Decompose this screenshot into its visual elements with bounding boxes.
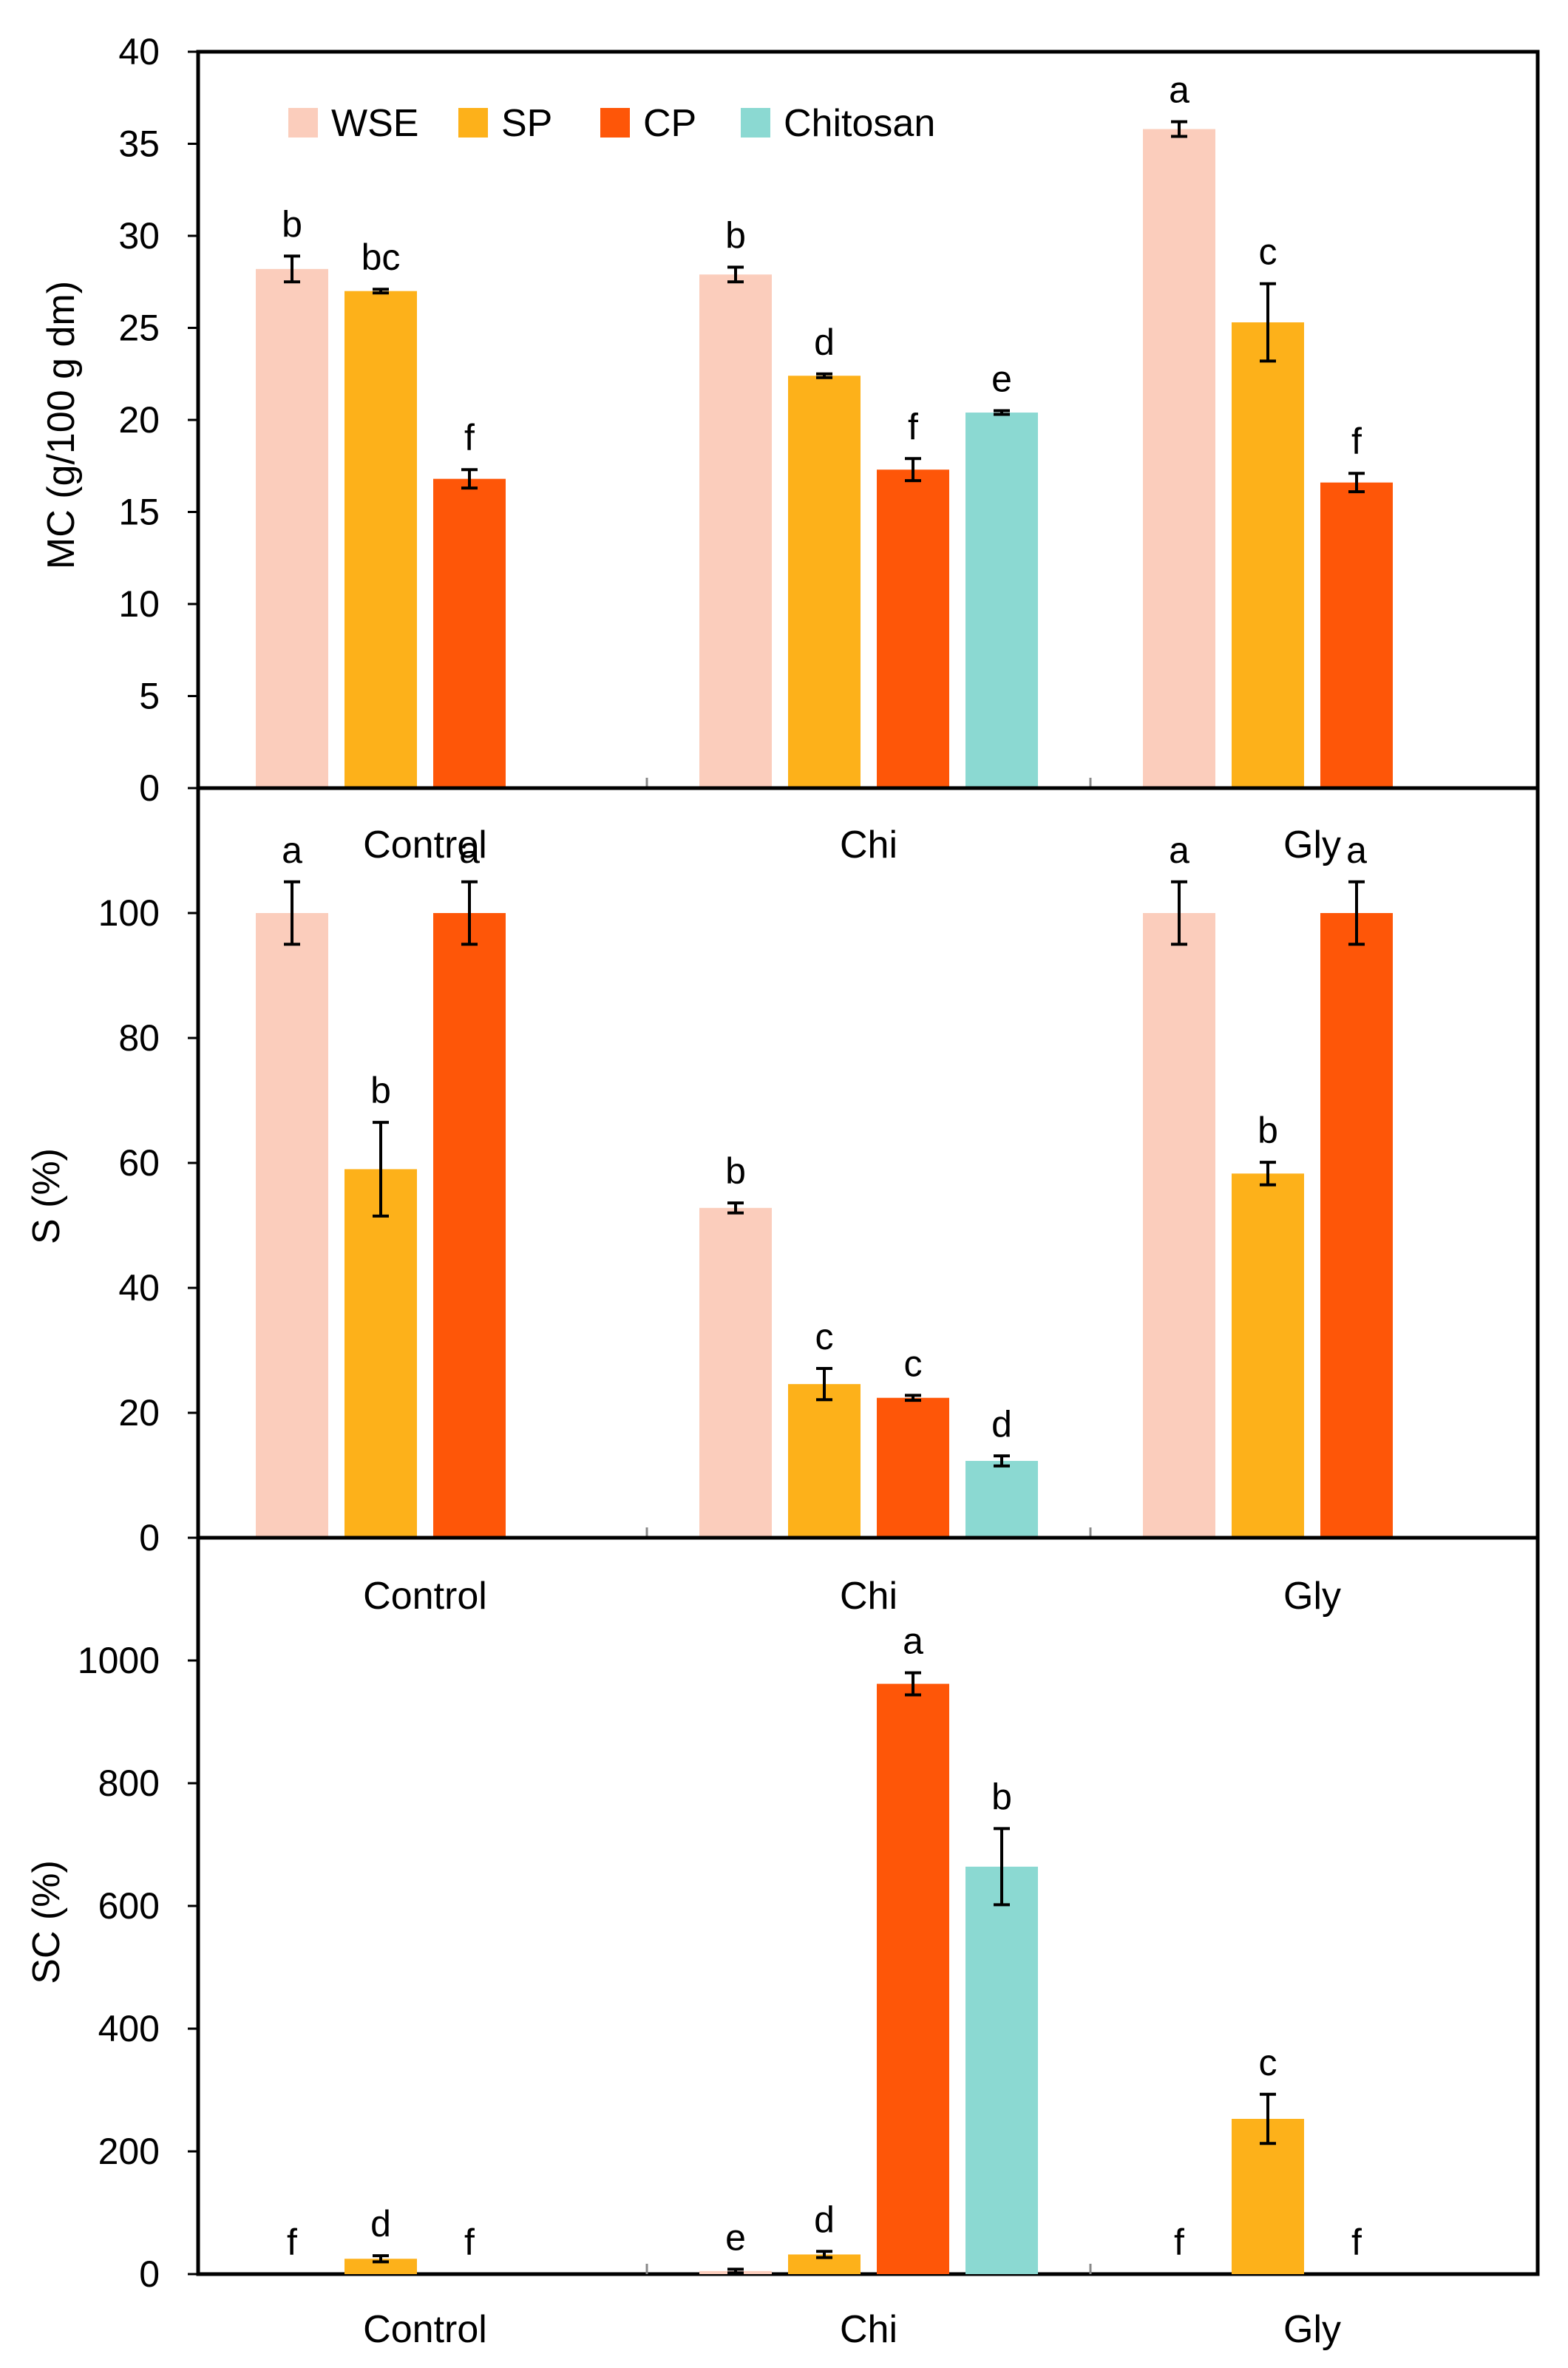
- significance-label: d: [814, 322, 835, 363]
- significance-label: a: [1169, 830, 1189, 871]
- y-tick-label: 5: [139, 676, 160, 717]
- bar-cp-control: [433, 913, 506, 1538]
- category-label: Gly: [1283, 1575, 1341, 1618]
- category-label: Gly: [1283, 824, 1341, 866]
- category-label: Chi: [840, 2308, 897, 2351]
- significance-label: b: [725, 1150, 746, 1192]
- significance-label: f: [1174, 2222, 1184, 2263]
- significance-label: b: [991, 1776, 1012, 1817]
- significance-label: a: [282, 830, 302, 871]
- y-tick-label: 35: [118, 123, 160, 165]
- y-axis-label: S (%): [25, 1148, 68, 1244]
- y-tick-label: 40: [118, 1267, 160, 1309]
- y-tick-label: 600: [98, 1885, 160, 1927]
- significance-label: f: [464, 2222, 475, 2263]
- y-tick-label: 1000: [78, 1640, 160, 1681]
- significance-label: f: [1351, 421, 1362, 462]
- category-label: Chi: [840, 1575, 897, 1618]
- bar-sp-control: [345, 291, 417, 788]
- y-tick-label: 100: [98, 892, 160, 934]
- y-tick-label: 20: [118, 1392, 160, 1434]
- legend-swatch-cp: [600, 108, 630, 138]
- bar-sp-chi: [788, 376, 861, 788]
- y-tick-label: 200: [98, 2131, 160, 2172]
- category-label: Control: [363, 1575, 487, 1618]
- y-axis-label: MC (g/100 g dm): [40, 281, 83, 569]
- significance-label: e: [725, 2216, 746, 2258]
- category-label: Control: [363, 2308, 487, 2351]
- significance-label: f: [908, 406, 918, 447]
- legend-swatch-chitosan: [741, 108, 770, 138]
- bar-wse-chi: [699, 1207, 772, 1538]
- legend-label-cp: CP: [643, 102, 696, 145]
- panel-s: a b a b c b a c a d 0 20 40 60 80 100 Control Chi Gly S (%…: [25, 786, 1540, 1618]
- bar-sp-gly: [1232, 322, 1304, 788]
- significance-label: f: [287, 2222, 297, 2263]
- bar-wse-control: [256, 268, 328, 788]
- y-tick-label: 0: [139, 767, 160, 809]
- significance-label: c: [1259, 2042, 1277, 2083]
- bar-chitosan-chi: [965, 413, 1038, 788]
- significance-label: a: [1169, 69, 1189, 111]
- y-tick-label: 30: [118, 215, 160, 257]
- y-tick-label: 0: [139, 1517, 160, 1558]
- legend-label-chitosan: Chitosan: [784, 102, 935, 145]
- significance-label: d: [814, 2199, 835, 2240]
- bar-cp-chi: [877, 1683, 949, 2274]
- bar-wse-chi: [699, 274, 772, 788]
- panel-mc: b b a bc d c f f f e 0 5 10 15 20 25 30 35 40 Control Chi Gly…: [40, 31, 1540, 866]
- legend-label-wse: WSE: [331, 102, 418, 145]
- bar-chitosan-chi: [965, 1461, 1038, 1538]
- significance-label: c: [815, 1316, 834, 1357]
- category-label: Control: [363, 824, 487, 866]
- significance-label: bc: [362, 237, 401, 278]
- y-tick-label: 40: [118, 31, 160, 72]
- significance-label: c: [904, 1343, 923, 1384]
- significance-label: b: [370, 1070, 391, 1111]
- significance-label: e: [991, 359, 1012, 400]
- y-tick-label: 80: [118, 1017, 160, 1059]
- significance-label: b: [1258, 1110, 1278, 1151]
- bar-sp-gly: [1232, 1173, 1304, 1538]
- significance-label: b: [282, 203, 302, 245]
- y-tick-label: 800: [98, 1763, 160, 1804]
- significance-label: f: [464, 417, 475, 458]
- significance-label: a: [903, 1621, 923, 1662]
- panel-sc: f e f d d c f a f b 0 200 400 600 800 1000 Control Chi Gly…: [25, 1536, 1540, 2351]
- y-tick-label: 25: [118, 308, 160, 349]
- legend-swatch-sp: [458, 108, 488, 138]
- y-tick-label: 15: [118, 492, 160, 533]
- bar-cp-gly: [1320, 913, 1393, 1538]
- category-label: Gly: [1283, 2308, 1341, 2351]
- category-label: Chi: [840, 824, 897, 866]
- y-tick-label: 60: [118, 1142, 160, 1184]
- bar-sp-chi: [788, 1384, 861, 1538]
- significance-label: f: [1351, 2222, 1362, 2263]
- bar-cp-chi: [877, 1397, 949, 1538]
- bar-cp-control: [433, 478, 506, 788]
- significance-label: a: [1346, 830, 1367, 871]
- y-tick-label: 0: [139, 2253, 160, 2295]
- significance-label: c: [1259, 231, 1277, 273]
- y-tick-label: 400: [98, 2008, 160, 2049]
- legend: WSE SP CP Chitosan: [288, 102, 935, 145]
- significance-label: a: [459, 830, 480, 871]
- legend-swatch-wse: [288, 108, 318, 138]
- y-tick-label: 20: [118, 399, 160, 441]
- legend-label-sp: SP: [501, 102, 552, 145]
- bar-cp-gly: [1320, 482, 1393, 788]
- bar-wse-control: [256, 913, 328, 1538]
- significance-label: b: [725, 214, 746, 256]
- bar-chitosan-chi: [965, 1866, 1038, 2274]
- bar-wse-gly: [1143, 129, 1215, 788]
- bar-sp-control: [345, 1169, 417, 1538]
- bar-cp-chi: [877, 469, 949, 788]
- y-axis-label: SC (%): [25, 1860, 68, 1984]
- y-tick-label: 10: [118, 583, 160, 625]
- bar-wse-gly: [1143, 913, 1215, 1538]
- significance-label: d: [991, 1403, 1012, 1445]
- significance-label: d: [370, 2203, 391, 2245]
- bar-sp-control: [345, 2259, 417, 2274]
